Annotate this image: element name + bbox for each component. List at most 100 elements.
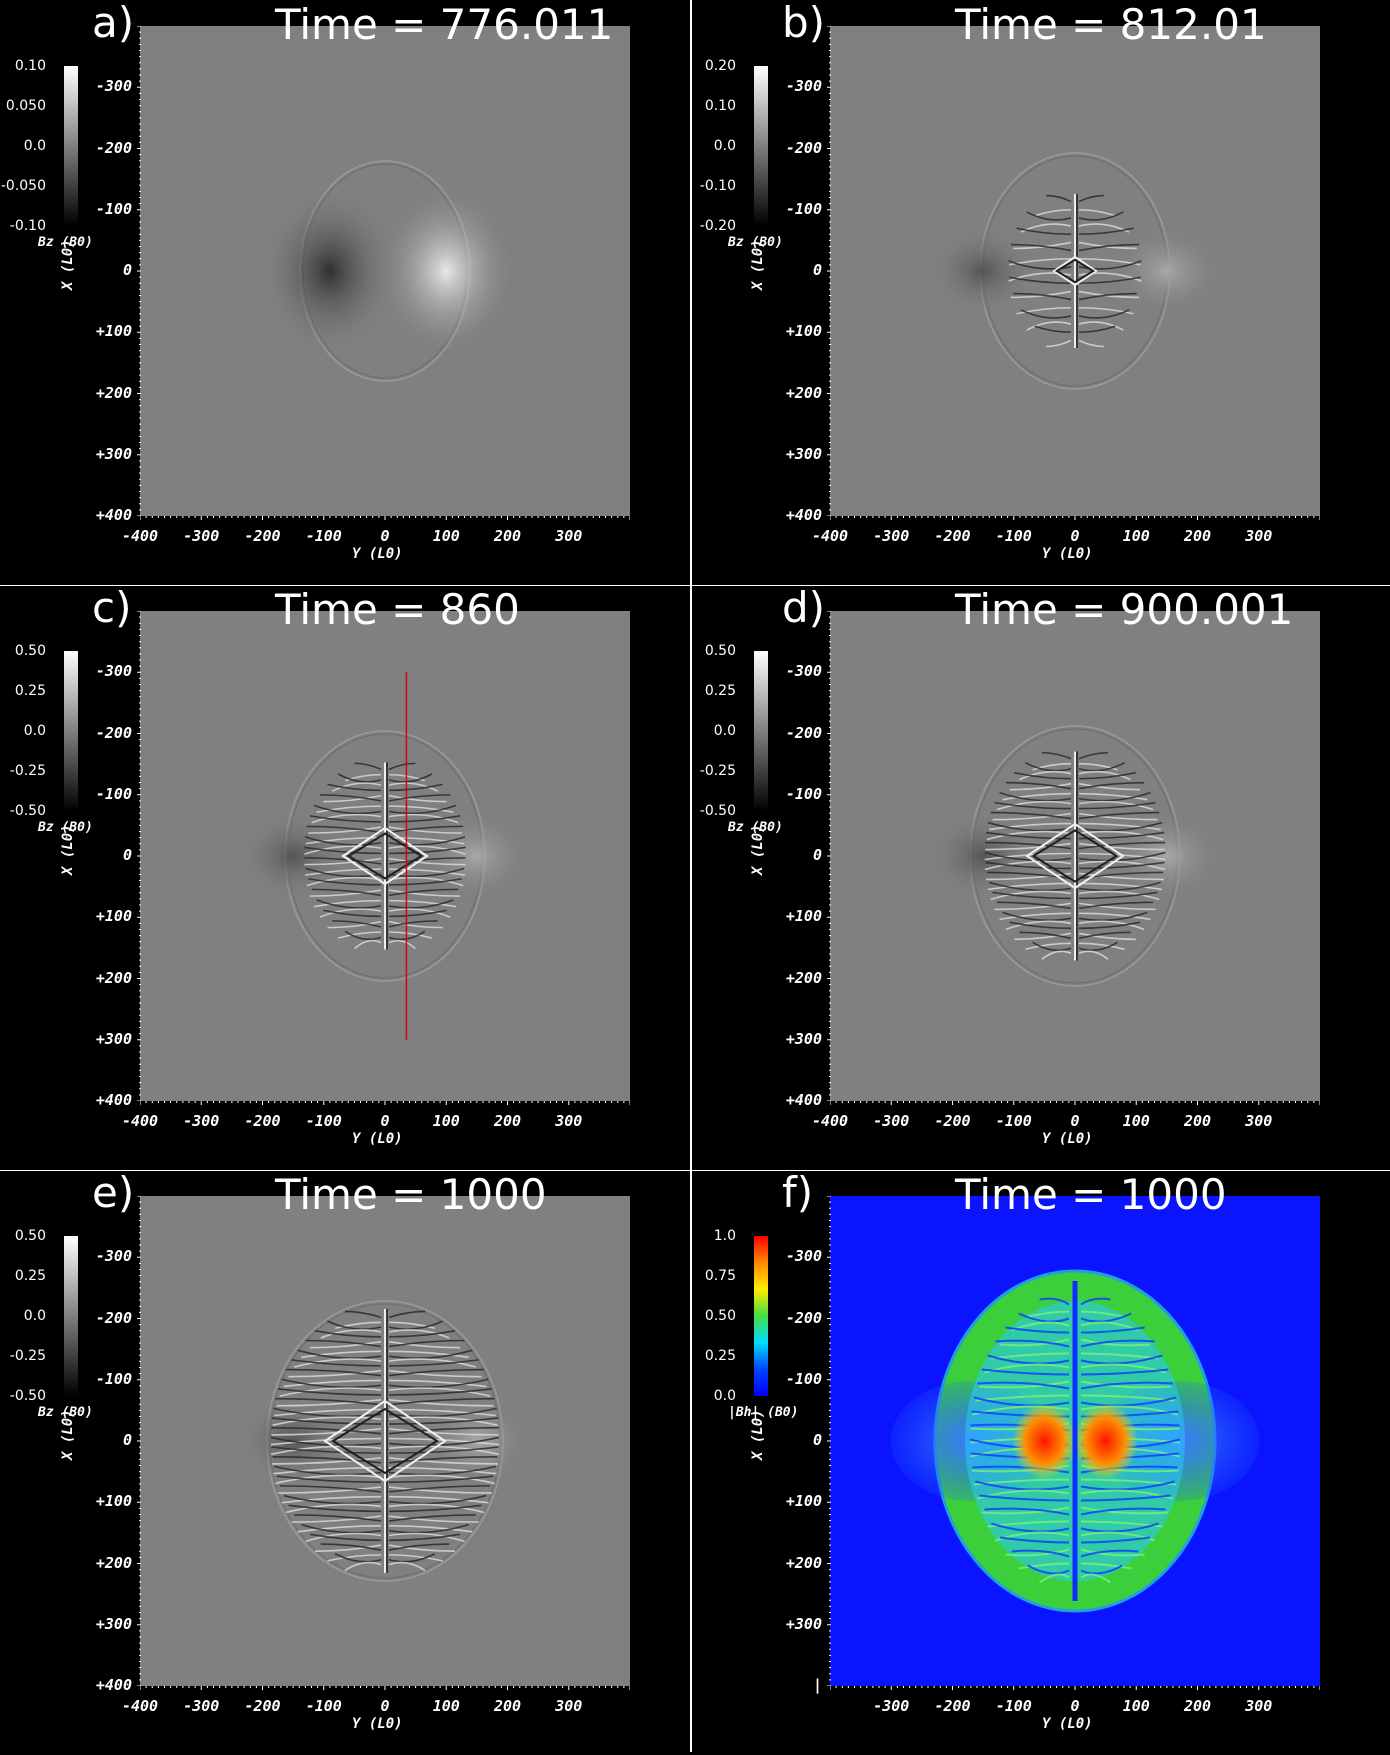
x-tick-label: -300: [183, 1697, 220, 1715]
y-tick-label: -300: [95, 1247, 132, 1266]
field-image: [928, 152, 1222, 390]
panel-divider: [0, 1170, 1390, 1171]
colorbar-tick: -0.25: [699, 763, 736, 779]
y-tick-label: +100: [785, 322, 822, 341]
plot-area: [830, 26, 1320, 516]
y-tick-label: 0: [812, 846, 822, 864]
x-tick-label: 100: [432, 527, 460, 545]
filaments: [304, 762, 466, 950]
field-name: Bz: [38, 820, 54, 835]
colorbar-tick: 1.0: [713, 1228, 736, 1244]
y-tick-label: +200: [95, 968, 132, 987]
x-tick-label: 300: [1245, 1112, 1273, 1130]
x-tick-label: -100: [305, 1697, 342, 1715]
x-axis-label: Y (L0): [352, 1131, 403, 1147]
field-name: |Bh|: [728, 1405, 760, 1420]
colorbar: [64, 1236, 78, 1396]
y-tick-label: +200: [95, 1553, 132, 1572]
colorbar-tick: -0.50: [699, 803, 736, 819]
y-tick-label: -300: [95, 662, 132, 681]
x-tick-label: -200: [244, 527, 281, 545]
colorbar-label: Bz (B0): [728, 820, 783, 835]
colorbar-tick: 0.25: [704, 683, 736, 699]
y-tick-label: 0: [122, 846, 132, 864]
x-tick-label: 200: [493, 1697, 522, 1715]
field-unit: (B0): [751, 820, 783, 835]
field-image: [238, 672, 532, 1040]
panel-letter: d): [782, 585, 826, 632]
colorbar: [754, 1236, 768, 1396]
y-minor-ticks: [137, 1196, 141, 1686]
x-tick-label: -300: [873, 1697, 910, 1715]
y-axis-label: X (L0): [750, 1409, 766, 1460]
x-tick-label: 0: [380, 527, 390, 545]
y-tick-label: +100: [785, 1492, 822, 1511]
colorbar-tick: -0.25: [9, 763, 46, 779]
central-diamond: [341, 826, 429, 886]
y-tick-label: +300: [785, 444, 822, 463]
y-tick-label: +400: [785, 1091, 822, 1109]
x-tick-label: -400: [121, 527, 159, 545]
panel-letter: a): [92, 0, 135, 47]
hot-spot-right: [1073, 1403, 1138, 1479]
y-tick-label: +100: [95, 907, 132, 926]
x-tick-label: 200: [493, 1112, 522, 1130]
plot-title: Time = 776.011: [275, 0, 614, 49]
field-name: Bz: [728, 820, 744, 835]
plot-title: Time = 1000: [955, 1170, 1227, 1219]
x-tick-label: -400: [811, 1112, 849, 1130]
y-tick-label: 0: [122, 261, 132, 279]
y-tick-label: |: [812, 1676, 822, 1694]
negative-lobe: [259, 186, 400, 356]
x-tick-label: 100: [1122, 527, 1150, 545]
central-diamond: [1052, 255, 1098, 287]
y-tick-label: -200: [785, 723, 822, 742]
filaments: [1008, 194, 1142, 348]
x-tick-label: 200: [493, 527, 522, 545]
x-tick-label: -400: [121, 1697, 159, 1715]
y-tick-label: -100: [785, 784, 822, 803]
y-tick-label: +400: [785, 506, 822, 524]
y-tick-label: +300: [95, 444, 132, 463]
panel-letter: f): [782, 1170, 814, 1217]
x-tick-label: -100: [995, 1697, 1032, 1715]
colorbar-tick: 0.0: [23, 723, 46, 739]
panel-letter: b): [782, 0, 826, 47]
panel-c: c) Time = 860 0.50 0.25 0.0 -0.25 -0.50 Bz (B0)…: [0, 585, 690, 1170]
y-tick-label: 0: [122, 1431, 132, 1449]
x-minor-ticks: [140, 1101, 630, 1105]
x-tick-label: -200: [244, 1112, 281, 1130]
y-tick-label: +100: [95, 322, 132, 341]
field-name: Bz: [38, 1405, 54, 1420]
y-tick-label: -300: [785, 1247, 822, 1266]
colorbar-tick: -0.50: [9, 1388, 46, 1404]
colorbar: [754, 651, 768, 811]
plot-area: [830, 611, 1320, 1101]
colorbar-tick: -0.050: [0, 178, 46, 194]
x-tick-label: -400: [121, 1112, 159, 1130]
y-tick-label: +300: [95, 1029, 132, 1048]
y-tick-label: -300: [95, 77, 132, 96]
y-tick-label: 0: [812, 1431, 822, 1449]
field-unit: (B0): [751, 235, 783, 250]
field-image: [830, 1196, 1320, 1686]
field-name: Bz: [728, 235, 744, 250]
y-axis-label: X (L0): [750, 239, 766, 290]
x-tick-label: -100: [305, 527, 342, 545]
x-minor-ticks: [830, 1686, 1320, 1690]
y-tick-label: +300: [785, 1029, 822, 1048]
x-axis-label: Y (L0): [1042, 1131, 1093, 1147]
colorbar-label: Bz (B0): [38, 820, 93, 835]
hot-spot-left: [1012, 1403, 1077, 1479]
y-axis-label: X (L0): [60, 239, 76, 290]
filaments: [984, 751, 1166, 960]
y-tick-label: -100: [785, 199, 822, 218]
x-tick-label: 300: [1245, 527, 1273, 545]
x-axis-label: Y (L0): [352, 1716, 403, 1732]
colorbar: [64, 66, 78, 226]
plot-title: Time = 1000: [275, 1170, 547, 1219]
colorbar: [754, 66, 768, 226]
field-image: [928, 725, 1222, 987]
y-tick-label: -200: [785, 138, 822, 157]
x-tick-label: 100: [1122, 1697, 1150, 1715]
